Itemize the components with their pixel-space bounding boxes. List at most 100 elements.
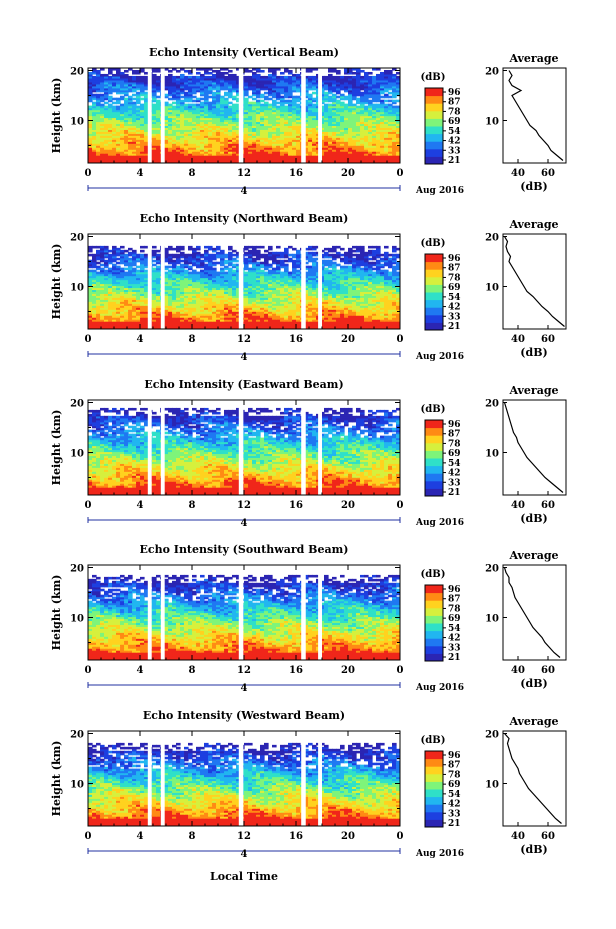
x-tick-label: 4 [137,168,144,179]
x-tick-label: 12 [237,500,251,511]
colorbar-segment [425,276,443,285]
avg-x-tick-label: 40 [511,334,525,345]
x-tick-label: 0 [85,831,92,842]
y-tick-label: 10 [70,449,84,460]
colorbar-segment [425,630,443,639]
colorbar-segment [425,789,443,798]
date-label: Aug 2016 [415,186,464,196]
avg-x-tick-label: 60 [541,168,555,179]
avg-x-tick-label: 60 [541,831,555,842]
colorbar-segment [425,284,443,293]
x-tick-label: 0 [85,500,92,511]
colorbar-segment [425,600,443,609]
x-tick-label: 4 [137,831,144,842]
date-day-label: 4 [241,849,248,860]
beam-panel-2: Echo Intensity (Northward Beam) 20 10 Heigh… [50,212,567,363]
colorbar-segment [425,751,443,760]
y-tick-label: 20 [70,67,84,78]
colorbar-segment [425,427,443,436]
x-axis-label: Local Time [210,870,278,883]
colorbar-tick-label: 21 [448,819,461,829]
x-tick-label: 8 [189,665,196,676]
x-tick-label: 8 [189,334,196,345]
data-gap [318,565,322,660]
colorbar-tick-label: 33 [448,146,461,156]
colorbar-segment [425,480,443,489]
x-tick-label: 12 [237,831,251,842]
heatmap [88,400,400,495]
panel-title: Echo Intensity (Northward Beam) [140,212,349,225]
avg-x-axis-label: (dB) [520,677,547,690]
avg-y-tick-label: 10 [485,780,499,791]
date-day-label: 4 [241,518,248,529]
colorbar-segment [425,314,443,323]
panel-title: Echo Intensity (Southward Beam) [140,543,349,556]
colorbar-tick-label: 54 [448,459,461,469]
average-frame [502,730,567,827]
heatmap [88,731,400,826]
colorbar-tick-label: 69 [448,614,461,624]
average-title: Average [508,549,558,562]
y-tick-label: 10 [70,117,84,128]
colorbar-frame [424,419,444,497]
date-day-label: 4 [241,352,248,363]
average-profile: Average 20 10 40 60(dB) [485,549,567,690]
average-title: Average [508,384,558,397]
colorbar-segment [425,95,443,104]
x-tick-label: 4 [137,500,144,511]
average-profile-line [503,402,564,493]
average-profile: Average 20 10 40 60(dB) [485,715,567,856]
colorbar-segment [425,261,443,270]
colorbar-segment [425,766,443,775]
y-axis-label: Height (km) [50,410,63,486]
colorbar-frame [424,584,444,662]
colorbar-tick-label: 96 [448,751,461,761]
colorbar-tick-label: 33 [448,312,461,322]
data-gap [301,565,306,660]
average-profile-line [504,733,562,824]
colorbar-segment [425,773,443,782]
colorbar-frame [424,750,444,828]
colorbar-segment [425,420,443,429]
average-profile-line [508,70,564,161]
y-tick-label: 20 [70,730,84,741]
x-tick-label: 20 [341,168,355,179]
data-gap [238,68,244,163]
colorbar-tick-label: 54 [448,293,461,303]
colorbar-frame [424,87,444,165]
colorbar-segment [425,322,443,331]
avg-x-tick-label: 40 [511,831,525,842]
panel-title: Echo Intensity (Westward Beam) [143,709,345,722]
colorbar-tick-label: 42 [448,303,461,313]
colorbar-tick-label: 78 [448,439,461,449]
colorbar-segment [425,299,443,308]
average-title: Average [508,715,558,728]
y-tick-label: 10 [70,614,84,625]
colorbar-tick-label: 54 [448,790,461,800]
colorbar-tick-label: 42 [448,469,461,479]
colorbar-segment [425,796,443,805]
avg-y-tick-label: 20 [485,564,499,575]
x-tick-label: 20 [341,334,355,345]
colorbar-segment [425,450,443,459]
colorbar-tick-label: 87 [448,98,461,108]
colorbar-segment [425,781,443,790]
colorbar-segment [425,488,443,497]
avg-x-tick-label: 60 [541,665,555,676]
colorbar-unit: (dB) [421,72,446,83]
data-gap [147,400,152,495]
average-profile-line [503,567,561,658]
colorbar-tick-label: 21 [448,488,461,498]
colorbar-segment [425,103,443,112]
x-tick-label: 16 [289,500,303,511]
avg-x-tick-label: 40 [511,665,525,676]
colorbar-tick-label: 54 [448,127,461,137]
colorbar-tick-label: 21 [448,653,461,663]
x-tick-label: 16 [289,334,303,345]
colorbar-segment [425,645,443,654]
colorbar-segment [425,585,443,594]
colorbar-tick-label: 69 [448,117,461,127]
colorbar-segment [425,638,443,647]
x-tick-label: 12 [237,334,251,345]
colorbar-segment [425,148,443,157]
